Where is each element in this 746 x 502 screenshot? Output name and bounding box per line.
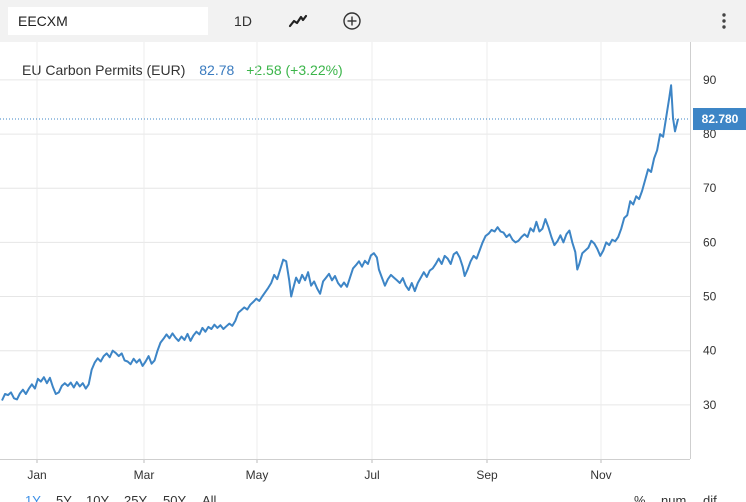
y-tick-label: 70	[703, 181, 717, 195]
y-axis: 30 40 50 60 70 80 90	[690, 42, 717, 459]
range-25y-button[interactable]: 25Y	[124, 493, 148, 502]
x-tick-label: May	[246, 468, 269, 482]
symbol-input[interactable]	[8, 7, 208, 35]
chart-legend: EU Carbon Permits (EUR) 82.78 +2.58 (+3.…	[22, 62, 343, 78]
last-price-label-bg	[693, 108, 746, 131]
scale-percent-button[interactable]: %	[634, 493, 646, 502]
range-5y-button[interactable]: 5Y	[56, 493, 72, 502]
range-selector: 1Y 5Y 10Y 25Y 50Y All % num dif	[0, 488, 746, 502]
range-10y-button[interactable]: 10Y	[86, 493, 110, 502]
period-button[interactable]: 1D	[234, 13, 252, 29]
x-axis: Jan Mar May Jul Sep Nov	[0, 459, 690, 482]
last-price-label: 82.780	[693, 108, 746, 131]
x-tick-label: Jan	[27, 468, 46, 482]
scale-dif-button[interactable]: dif	[703, 493, 717, 502]
range-1y-button[interactable]: 1Y	[25, 493, 41, 502]
y-tick-label: 30	[703, 398, 717, 412]
price-chart[interactable]: Jan Mar May Jul Sep Nov 30 40 50 60 70 80 90 82.780	[0, 42, 746, 502]
y-tick-label: 50	[703, 290, 717, 304]
chart-type-button[interactable]	[284, 7, 312, 35]
y-tick-label: 90	[703, 73, 717, 87]
series-line	[1, 84, 679, 401]
last-price-label-text: 82.780	[702, 112, 739, 126]
y-tick-label: 40	[703, 344, 717, 358]
x-tick-label: Nov	[590, 468, 611, 482]
x-tick-label: Mar	[134, 468, 155, 482]
x-tick-label: Sep	[476, 468, 498, 482]
range-50y-button[interactable]: 50Y	[163, 493, 187, 502]
line-chart-icon	[288, 14, 308, 28]
legend-series-name: EU Carbon Permits (EUR)	[22, 62, 186, 78]
y-tick-label: 60	[703, 235, 717, 249]
scale-num-button[interactable]: num	[661, 493, 687, 502]
plus-circle-icon	[343, 12, 361, 30]
chart-toolbar: 1D	[0, 0, 746, 42]
legend-change: +2.58 (+3.22%)	[246, 62, 343, 78]
add-series-button[interactable]	[338, 7, 366, 35]
x-tick-label: Jul	[364, 468, 379, 482]
y-tick-label: 80	[703, 127, 717, 141]
vertical-ellipsis-icon	[722, 13, 726, 29]
more-options-button[interactable]	[712, 7, 736, 35]
chart-grid	[0, 42, 690, 459]
range-all-button[interactable]: All	[202, 493, 217, 502]
legend-price: 82.78	[199, 62, 235, 78]
